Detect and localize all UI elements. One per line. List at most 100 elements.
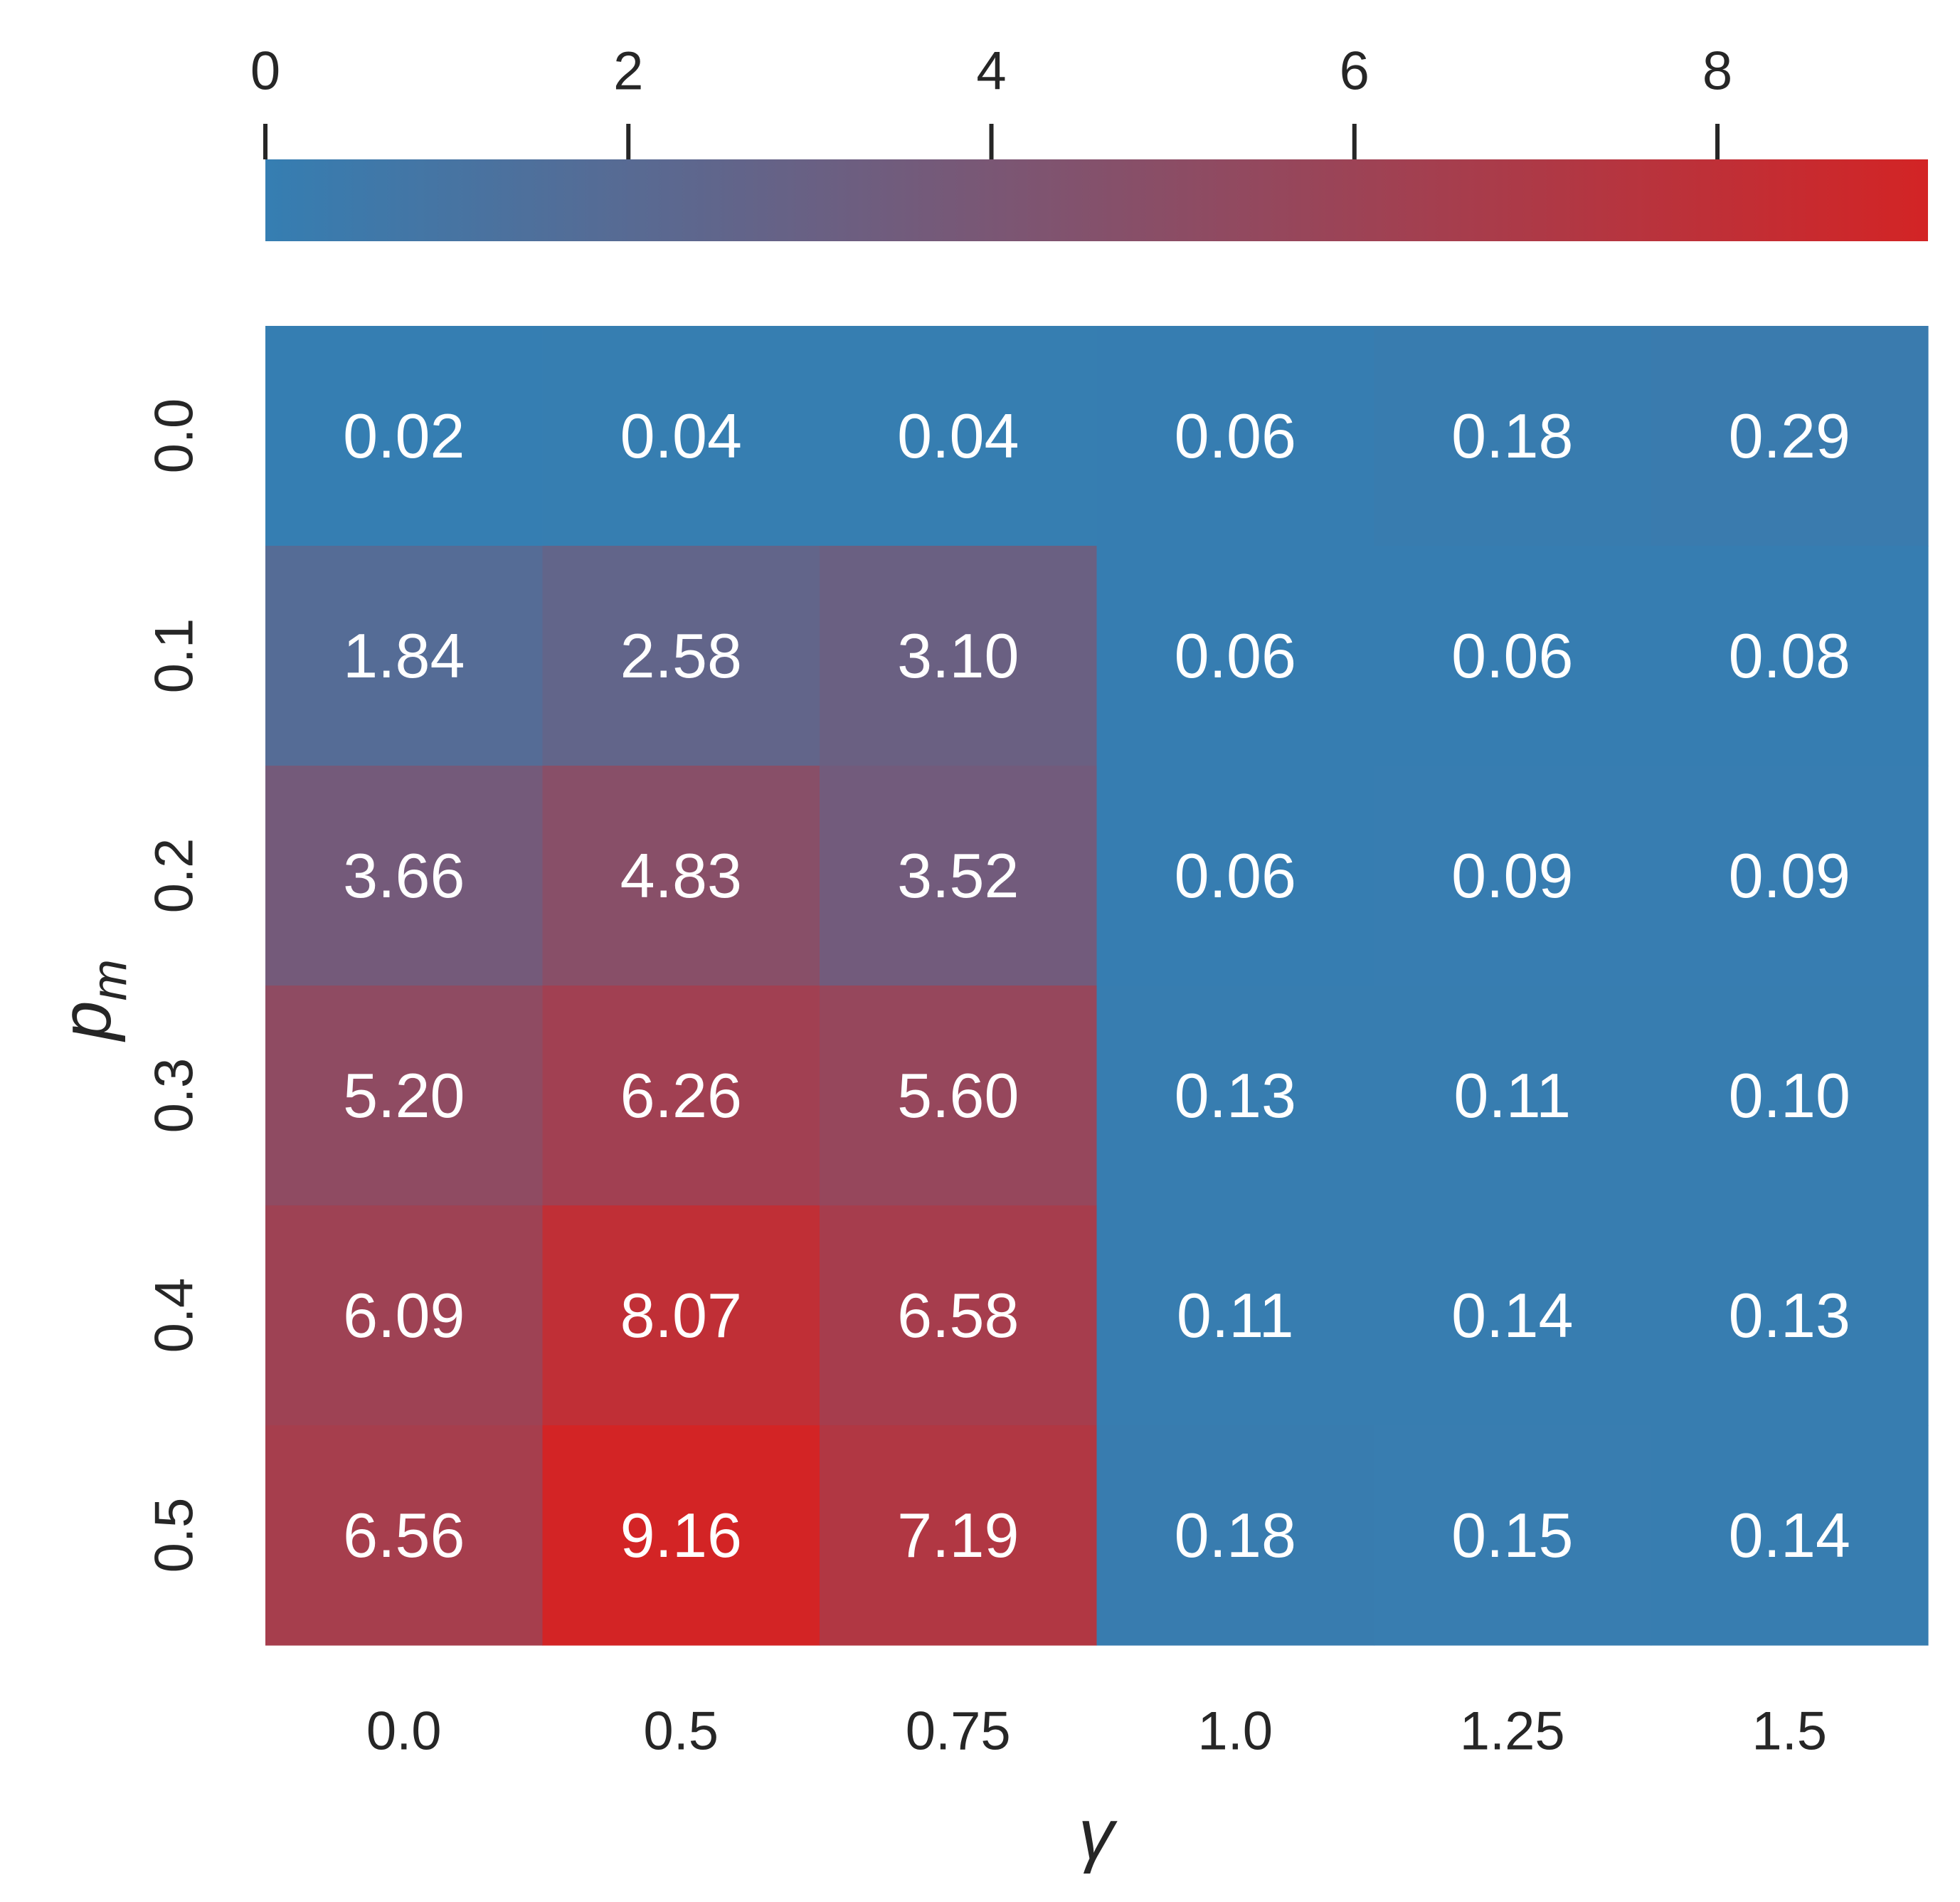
x-axis-tick-label: 1.5 <box>1752 1701 1827 1762</box>
heatmap-cell-labels: 0.02 0.04 0.04 0.06 0.18 0.29 1.84 2.58 3.10 0.06… <box>343 401 1850 1570</box>
heatmap-cell-label: 0.04 <box>620 401 742 471</box>
x-axis-tick-label: 0.0 <box>366 1701 442 1762</box>
heatmap-cell <box>542 766 820 986</box>
heatmap-cell <box>1374 1205 1652 1426</box>
heatmap-cell <box>1651 1205 1929 1426</box>
heatmap-cell <box>542 326 820 546</box>
heatmap-cell-label: 0.14 <box>1729 1500 1850 1570</box>
heatmap-cell-label: 8.07 <box>620 1280 742 1351</box>
colorbar-tick-label: 8 <box>1702 41 1732 102</box>
heatmap-cell-label: 0.06 <box>1175 620 1296 691</box>
heatmap-cell <box>1096 1425 1374 1646</box>
x-axis-tick-label: 1.25 <box>1460 1701 1565 1762</box>
heatmap-cell <box>1374 766 1652 986</box>
heatmap-cell-label: 0.18 <box>1451 401 1573 471</box>
heatmap-cell <box>542 986 820 1206</box>
y-axis-tick-label: 0.2 <box>144 838 205 914</box>
heatmap-cell-label: 0.14 <box>1451 1280 1573 1351</box>
heatmap-cell-label: 0.10 <box>1729 1060 1850 1131</box>
heatmap-cell-label: 0.13 <box>1175 1060 1296 1131</box>
heatmap-cell <box>1096 766 1374 986</box>
heatmap-cell-label: 0.11 <box>1177 1280 1294 1351</box>
heatmap-cell <box>1651 986 1929 1206</box>
colorbar-ticks: 0 2 4 6 8 <box>250 41 1732 159</box>
heatmap-cell <box>542 546 820 766</box>
heatmap-cell-label: 0.06 <box>1175 401 1296 471</box>
y-axis-title-subscript: m <box>81 959 137 1000</box>
heatmap-cell <box>820 546 1098 766</box>
heatmap-cell <box>1374 986 1652 1206</box>
heatmap-cell-label: 6.26 <box>620 1060 742 1131</box>
heatmap-cell <box>820 986 1098 1206</box>
heatmap-cell <box>820 766 1098 986</box>
heatmap-cell <box>1096 546 1374 766</box>
heatmap-cell-label: 0.02 <box>343 401 465 471</box>
heatmap-cell <box>1374 1425 1652 1646</box>
heatmap-cells <box>265 326 1929 1646</box>
heatmap-cell-label: 3.52 <box>897 840 1019 911</box>
x-axis-tick-label: 1.0 <box>1197 1701 1273 1762</box>
heatmap-cell <box>1374 326 1652 546</box>
heatmap-cell-label: 0.15 <box>1451 1500 1573 1570</box>
heatmap-cell <box>1096 326 1374 546</box>
heatmap-cell <box>265 766 544 986</box>
heatmap-cell <box>820 1425 1098 1646</box>
heatmap-cell-label: 3.66 <box>343 840 465 911</box>
colorbar: 0 2 4 6 8 <box>250 41 1928 241</box>
y-axis-tick-labels: 0.0 0.1 0.2 0.3 0.4 0.5 <box>144 398 205 1573</box>
heatmap-cell <box>265 986 544 1206</box>
heatmap-cell-label: 0.13 <box>1729 1280 1850 1351</box>
heatmap-cell-label: 2.58 <box>620 620 742 691</box>
heatmap-cell-label: 0.29 <box>1729 401 1850 471</box>
heatmap-cell-label: 5.60 <box>897 1060 1019 1131</box>
colorbar-gradient <box>265 159 1928 241</box>
heatmap-cell <box>1651 326 1929 546</box>
y-axis-title-main: p <box>46 1000 126 1042</box>
heatmap-cell <box>1374 546 1652 766</box>
colorbar-tick-label: 4 <box>976 41 1006 102</box>
heatmap-cell <box>1651 546 1929 766</box>
colorbar-tick-label: 6 <box>1340 41 1370 102</box>
heatmap-cell <box>820 1205 1098 1426</box>
heatmap-cell <box>820 326 1098 546</box>
heatmap-cell <box>265 1425 544 1646</box>
x-axis-tick-label: 0.75 <box>906 1701 1011 1762</box>
y-axis-title: pm <box>46 959 137 1042</box>
y-axis-tick-label: 0.1 <box>144 618 205 694</box>
heatmap-cell-label: 6.09 <box>343 1280 465 1351</box>
x-axis-tick-labels: 0.0 0.5 0.75 1.0 1.25 1.5 <box>366 1701 1827 1762</box>
x-axis-title: γ <box>1079 1795 1118 1874</box>
heatmap-cell-label: 0.06 <box>1175 840 1296 911</box>
heatmap-cell-label: 0.06 <box>1451 620 1573 691</box>
heatmap-cell-label: 0.11 <box>1453 1060 1571 1131</box>
heatmap-cell <box>265 546 544 766</box>
heatmap-cell-label: 3.10 <box>897 620 1019 691</box>
heatmap-cell <box>542 1205 820 1426</box>
heatmap-cell-label: 5.20 <box>343 1060 465 1131</box>
y-axis-tick-label: 0.4 <box>144 1278 205 1353</box>
heatmap-cell-label: 1.84 <box>343 620 465 691</box>
heatmap-cell-label: 0.09 <box>1451 840 1573 911</box>
heatmap-cell <box>265 326 544 546</box>
heatmap-cell <box>542 1425 820 1646</box>
y-axis-tick-label: 0.5 <box>144 1498 205 1573</box>
heatmap-cell <box>1651 1425 1929 1646</box>
heatmap-cell <box>1651 766 1929 986</box>
heatmap-cell-label: 0.08 <box>1729 620 1850 691</box>
heatmap-cell <box>265 1205 544 1426</box>
heatmap-cell <box>1096 1205 1374 1426</box>
x-axis-tick-label: 0.5 <box>643 1701 719 1762</box>
y-axis-tick-label: 0.0 <box>144 398 205 474</box>
heatmap-cell-label: 0.04 <box>897 401 1019 471</box>
heatmap-cell-label: 0.09 <box>1729 840 1850 911</box>
heatmap-cell-label: 6.56 <box>343 1500 465 1570</box>
heatmap-cell <box>1096 986 1374 1206</box>
heatmap-cell-label: 4.83 <box>620 840 742 911</box>
colorbar-tick-label: 2 <box>613 41 643 102</box>
heatmap-cell-label: 6.58 <box>897 1280 1019 1351</box>
heatmap-cell-label: 7.19 <box>897 1500 1019 1570</box>
y-axis-tick-label: 0.3 <box>144 1058 205 1134</box>
heatmap-cell-label: 0.18 <box>1175 1500 1296 1570</box>
colorbar-tick-label: 0 <box>250 41 280 102</box>
